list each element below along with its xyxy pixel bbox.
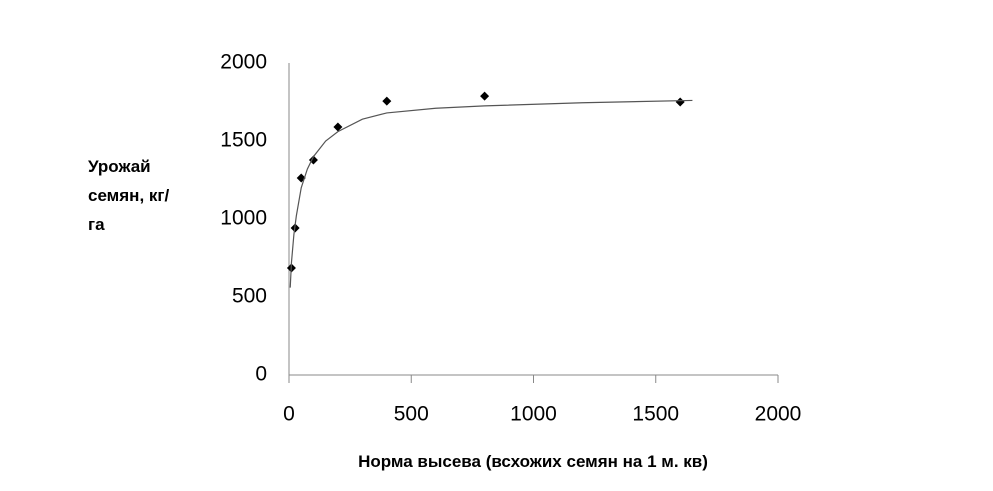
y-tick-label: 1000 — [220, 207, 267, 230]
point — [480, 91, 490, 101]
fit-line — [289, 99, 693, 288]
y-axis-label: Урожай семян, кг/га — [88, 157, 170, 234]
x-tick-label: 500 — [394, 403, 429, 426]
x-tick-label: 0 — [283, 403, 295, 426]
y-tick-label: 1500 — [220, 129, 267, 152]
x-axis-label: Норма высева (всхожих семян на 1 м. кв) — [358, 452, 708, 471]
y-tick-label: 500 — [232, 285, 267, 308]
point — [675, 97, 685, 107]
point — [382, 96, 392, 106]
x-tick-label: 1500 — [632, 403, 679, 426]
y-tick-label: 0 — [255, 363, 267, 386]
y-tick-label: 2000 — [220, 51, 267, 74]
x-tick-label: 2000 — [755, 403, 802, 426]
x-tick-label: 1000 — [510, 403, 557, 426]
point — [333, 122, 343, 132]
